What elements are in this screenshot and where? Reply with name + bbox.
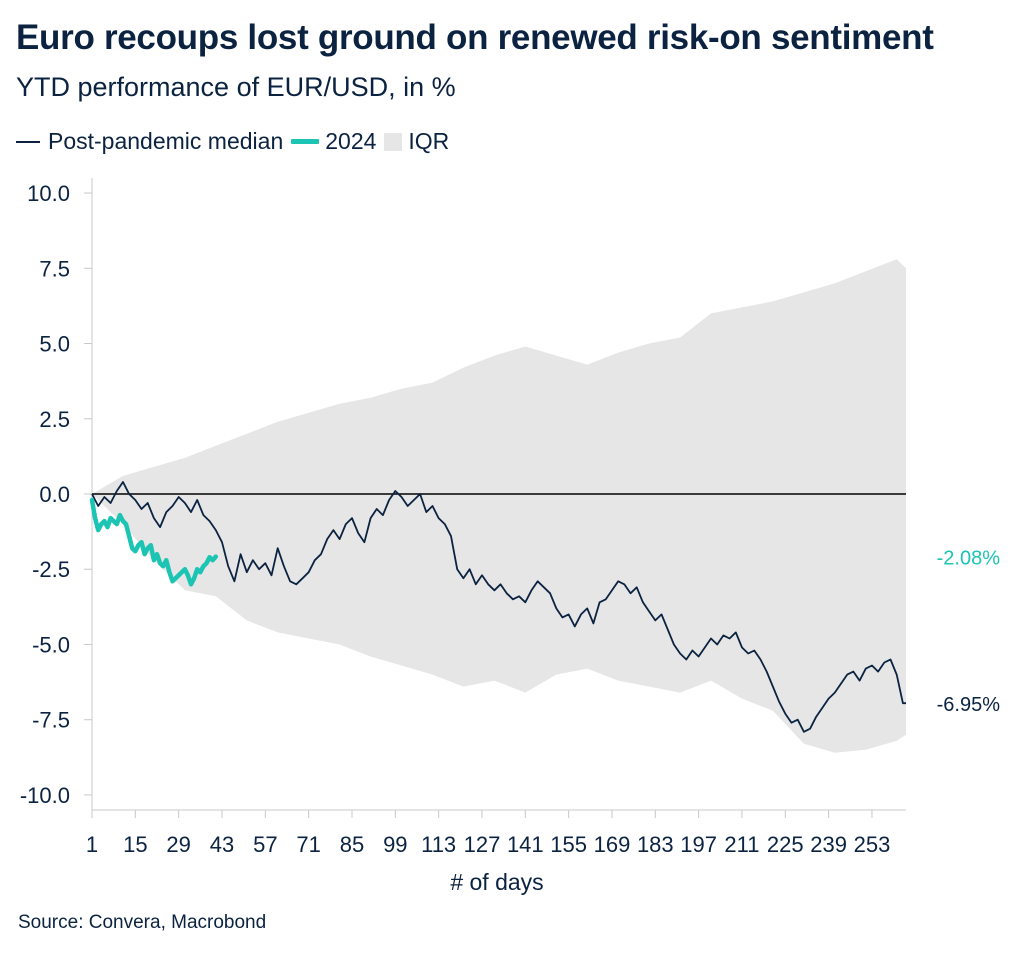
legend-median-label: Post-pandemic median xyxy=(48,128,284,154)
x-tick-label: 1 xyxy=(86,832,98,857)
chart-subtitle: YTD performance of EUR/USD, in % xyxy=(16,72,456,102)
legend-iqr-swatch xyxy=(384,132,403,151)
chart-area: 10.0 7.5 5.0 2.5 0.0 -2.5 -5.0 -7.5 -10.0 1 15 29 43… xyxy=(20,178,1001,895)
y-tick-label: 10.0 xyxy=(27,181,70,206)
x-tick-label: 141 xyxy=(507,832,544,857)
x-tick-label: 113 xyxy=(421,832,456,857)
y-tick-label: -7.5 xyxy=(32,708,70,733)
legend-item-median: Post-pandemic median xyxy=(16,128,283,155)
x-tick-label: 15 xyxy=(123,832,147,857)
x-tick-label: 155 xyxy=(550,832,587,857)
x-tick-label: 169 xyxy=(594,832,631,857)
legend-item-iqr: IQR xyxy=(384,128,449,155)
y-tick-label: -5.0 xyxy=(32,632,70,657)
x-tick-label: 99 xyxy=(383,832,407,857)
x-axis-title: # of days xyxy=(450,869,543,895)
legend-2024-label: 2024 xyxy=(325,128,377,154)
y-tick-label: -2.5 xyxy=(32,557,70,582)
y-tick-label: 2.5 xyxy=(39,407,70,432)
legend-median-swatch xyxy=(16,140,40,143)
y-tick-label: -10.0 xyxy=(20,783,70,808)
y-tick-label: 7.5 xyxy=(39,256,70,281)
y-tick-label: 0.0 xyxy=(39,482,70,507)
legend-2024-swatch xyxy=(291,139,320,144)
legend-item-2024: 2024 xyxy=(291,128,376,155)
x-tick-label: 183 xyxy=(637,832,674,857)
x-tick-label: 127 xyxy=(464,832,501,857)
x-tick-label: 253 xyxy=(854,832,891,857)
x-tick-label: 29 xyxy=(166,832,190,857)
legend: Post-pandemic median 2024 IQR xyxy=(16,128,457,155)
x-tick-label: 239 xyxy=(810,832,847,857)
source-note: Source: Convera, Macrobond xyxy=(18,912,267,933)
ytd-2024-line xyxy=(89,497,219,587)
x-tick-label: 197 xyxy=(680,832,717,857)
iqr-band xyxy=(92,259,906,753)
median-line xyxy=(91,481,906,733)
legend-iqr-label: IQR xyxy=(408,128,450,154)
x-tick-label: 57 xyxy=(253,832,277,857)
x-tick-label: 225 xyxy=(767,832,804,857)
x-tick-label: 211 xyxy=(724,832,759,857)
end-label-2024: -2.08% xyxy=(937,548,1001,570)
chart-title: Euro recoups lost ground on renewed risk… xyxy=(16,18,934,57)
end-label-median: -6.95% xyxy=(937,694,1001,716)
y-tick-label: 5.0 xyxy=(39,332,70,357)
x-tick-label: 43 xyxy=(210,832,234,857)
x-tick-label: 85 xyxy=(340,832,364,857)
x-tick-label: 71 xyxy=(296,832,320,857)
